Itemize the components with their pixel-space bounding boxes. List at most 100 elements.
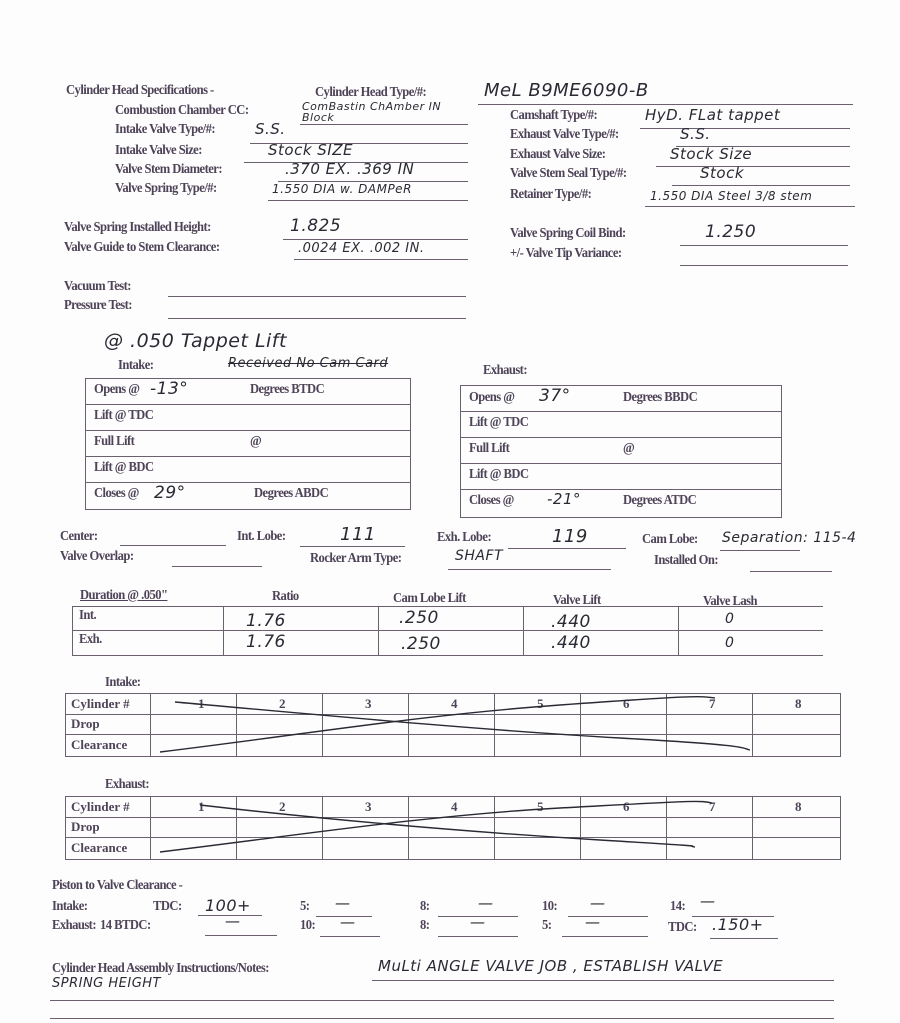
ptv-intake-10[interactable]: — — [590, 894, 606, 912]
ptv-intake-14[interactable]: — — [700, 892, 716, 910]
field-line — [205, 935, 277, 936]
exh-lobe-value[interactable]: 119 — [552, 526, 588, 547]
exhaust-valve-size-value[interactable]: Stock Size — [670, 145, 753, 163]
field-line — [478, 104, 853, 105]
field-line — [656, 166, 850, 167]
cylinder-number: 8 — [795, 799, 802, 814]
field-line — [198, 915, 262, 916]
ptv-label: TDC: — [153, 899, 182, 914]
ptv-exhaust-tdc[interactable]: .150+ — [712, 915, 764, 934]
lift-tdc-label: Lift @ TDC — [94, 408, 154, 423]
combustion-chamber-value[interactable]: ComBastin ChAmber IN Block — [302, 100, 442, 124]
valve-stem-seal-value[interactable]: Stock — [700, 164, 745, 182]
installed-on-field[interactable] — [750, 571, 832, 572]
valve-lash-header: Valve Lash — [703, 594, 758, 609]
ptv-exhaust-8[interactable]: — — [470, 913, 486, 931]
exhaust-closes-value[interactable]: -21° — [547, 490, 581, 508]
exh-valve-lift[interactable]: .440 — [551, 633, 591, 653]
cylinder-number: 5 — [537, 799, 544, 814]
intake-opens-value[interactable]: -13° — [150, 379, 189, 399]
exh-valve-lash[interactable]: 0 — [725, 635, 735, 651]
installed-height-label: Valve Spring Installed Height: — [64, 220, 211, 235]
ptv-exhaust-5[interactable]: — — [585, 913, 601, 931]
cylinder-number: 6 — [623, 696, 630, 711]
cam-lobe-value[interactable]: Separation: 115-4 — [722, 530, 857, 546]
intake-valve-size-label: Intake Valve Size: — [115, 143, 202, 158]
full-lift-label: Full Lift — [94, 434, 135, 449]
notes-line-1[interactable]: MuLti ANGLE VALVE JOB , ESTABLISH VALVE — [378, 957, 724, 975]
center-field[interactable] — [120, 545, 226, 546]
cylinder-row-label: Cylinder # — [71, 696, 130, 711]
ptv-intake-label: Intake: — [52, 899, 88, 914]
exhaust-timing-table: Opens @ 37° Degrees BBDC Lift @ TDC Full… — [460, 385, 782, 518]
ptv-label: 14 BTDC: — [100, 918, 151, 933]
ptv-label: 5: — [300, 899, 310, 914]
ptv-label: 10: — [300, 918, 316, 933]
guide-clearance-value[interactable]: .0024 EX. .002 IN. — [298, 241, 425, 256]
int-ratio[interactable]: 1.76 — [246, 611, 286, 631]
clearance-row-label: Clearance — [71, 737, 128, 752]
field-line — [50, 1018, 834, 1019]
valve-lift-header: Valve Lift — [553, 593, 601, 608]
abdc-label: Degrees ABDC — [254, 486, 329, 501]
exh-ratio[interactable]: 1.76 — [246, 632, 286, 652]
int-lobe-value[interactable]: 111 — [340, 524, 376, 545]
cylinder-number: 4 — [451, 696, 458, 711]
tip-variance-field[interactable] — [680, 265, 848, 266]
exhaust-heading: Exhaust: — [483, 363, 528, 378]
field-line — [50, 1000, 834, 1001]
notes-line-2[interactable]: SPRING HEIGHT — [52, 976, 162, 991]
field-line — [720, 550, 800, 551]
ptv-intake-tdc[interactable]: 100+ — [205, 896, 251, 915]
field-line — [294, 259, 468, 260]
field-line — [508, 548, 626, 549]
rocker-arm-label: Rocker Arm Type: — [310, 551, 402, 566]
exhaust-valve-type-value[interactable]: S.S. — [680, 125, 711, 143]
cylinder-number: 3 — [365, 696, 372, 711]
ptv-label: 5: — [542, 918, 552, 933]
valve-overlap-label: Valve Overlap: — [60, 549, 134, 564]
head-type-label: Cylinder Head Type/#: — [315, 85, 427, 100]
cylinder-number: 5 — [537, 696, 544, 711]
valve-overlap-field[interactable] — [172, 566, 262, 567]
retainer-type-value[interactable]: 1.550 DIA Steel 3/8 stem — [650, 189, 813, 203]
ptv-intake-8[interactable]: — — [478, 894, 494, 912]
cylinder-number: 7 — [709, 696, 716, 711]
intake-valve-type-value[interactable]: S.S. — [255, 120, 286, 138]
intake-heading: Intake: — [118, 358, 154, 373]
cylinder-number: 8 — [795, 696, 802, 711]
field-line — [278, 181, 468, 182]
int-lobe-label: Int. Lobe: — [237, 529, 286, 544]
valve-spring-type-value[interactable]: 1.550 DIA w. DAMPeR — [272, 182, 412, 196]
intake-closes-value[interactable]: 29° — [154, 483, 186, 503]
pressure-test-field[interactable] — [168, 318, 466, 319]
ptv-intake-5[interactable]: — — [335, 894, 351, 912]
coil-bind-value[interactable]: 1.250 — [705, 222, 757, 242]
field-line — [438, 936, 518, 937]
cam-lobe-label: Cam Lobe: — [642, 532, 698, 547]
exh-cam-lobe-lift[interactable]: .250 — [401, 634, 441, 654]
guide-clearance-label: Valve Guide to Stem Clearance: — [64, 240, 220, 255]
installed-height-value[interactable]: 1.825 — [290, 216, 342, 236]
exhaust-opens-value[interactable]: 37° — [539, 386, 571, 406]
valve-stem-diameter-value[interactable]: .370 EX. .369 IN — [285, 160, 415, 178]
field-line — [244, 162, 468, 163]
exh-row-label: Exh. — [79, 632, 102, 647]
field-line — [672, 185, 850, 186]
head-type-value[interactable]: MeL B9ME6090-B — [484, 80, 649, 101]
vacuum-test-field[interactable] — [168, 296, 466, 297]
int-valve-lash[interactable]: 0 — [725, 611, 735, 627]
field-line — [568, 916, 648, 917]
ptv-exhaust-14btdc[interactable]: — — [225, 912, 241, 930]
ptv-exhaust-10[interactable]: — — [340, 913, 356, 931]
coil-bind-label: Valve Spring Coil Bind: — [510, 226, 626, 241]
intake-valve-size-value[interactable]: Stock SIZE — [268, 141, 353, 159]
int-cam-lobe-lift[interactable]: .250 — [399, 608, 439, 628]
lift-tdc-label: Lift @ TDC — [469, 415, 529, 430]
rocker-arm-value[interactable]: SHAFT — [455, 548, 504, 564]
cylinder-number: 2 — [279, 696, 286, 711]
camshaft-type-value[interactable]: HyD. FLat tappet — [645, 106, 781, 124]
clearance-row-label: Clearance — [71, 840, 128, 855]
int-valve-lift[interactable]: .440 — [551, 612, 591, 632]
exh-lobe-label: Exh. Lobe: — [437, 530, 492, 545]
